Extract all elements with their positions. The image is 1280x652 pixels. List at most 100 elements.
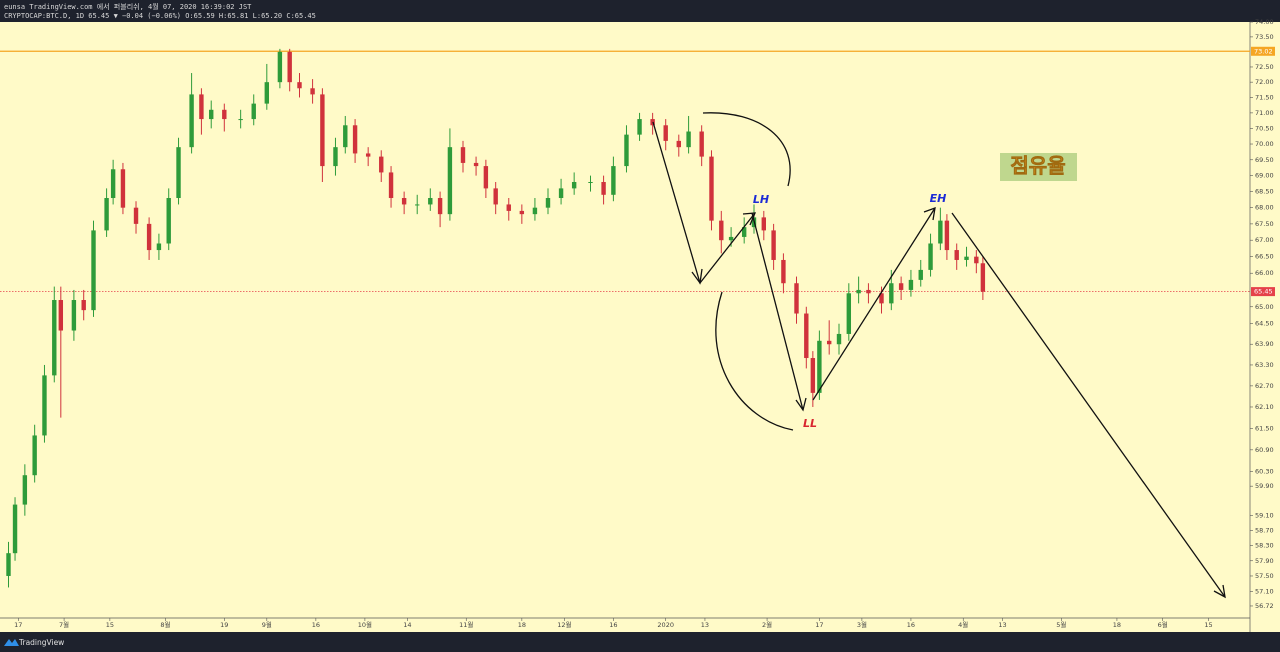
candle-body [761,217,766,231]
trend-arrow [951,212,1226,598]
candle-body [637,119,642,135]
x-tick-label: 19 [220,621,228,629]
candle-body [506,204,511,211]
y-tick-label: 63.90 [1255,340,1274,348]
x-tick-label: 5월 [1056,620,1066,629]
y-tick-label: 70.50 [1255,124,1274,132]
candle-body [624,134,629,167]
candle-body [676,140,681,148]
x-tick-label: 18 [1113,621,1121,629]
arrow-head [1213,584,1226,599]
x-tick-label: 13 [998,621,1006,629]
x-tick-label: 12월 [557,620,571,629]
y-tick-label: 60.90 [1255,446,1274,454]
candle-body [199,94,204,120]
series-layer [0,48,1250,588]
x-tick-label: 10월 [358,620,372,629]
hline-label: 73.02 [1254,47,1273,55]
time-axis [0,618,1250,632]
x-tick-label: 13 [701,621,709,629]
candle-body [104,198,109,231]
candle-body [879,293,884,304]
candle-body [156,243,162,251]
x-tick-label: 16 [609,621,617,629]
candle-body [81,300,86,311]
candle-body [343,125,348,148]
annotation-lh: LH [753,193,769,206]
candle-body [146,223,152,251]
trend-arrow [812,207,936,401]
brand: TradingView [18,638,64,647]
candle-body [558,188,564,199]
candle-body [166,198,171,244]
candle-body [71,300,77,331]
candle-body [588,181,593,183]
y-tick-label: 60.30 [1255,468,1274,476]
annotation-ll: LL [803,417,817,430]
candle-body [771,230,776,260]
candle-body [287,51,292,83]
candle-body [120,169,126,208]
candle-body [333,147,338,167]
candle-body [6,553,11,576]
x-tick-label: 15 [106,621,114,629]
y-tick-label: 72.50 [1255,63,1274,71]
y-tick-label: 70.00 [1255,140,1274,148]
candle-body [251,103,256,120]
x-tick-label: 2월 [762,620,772,629]
candle-body [964,256,969,260]
candle-body [545,198,551,208]
y-tick-label: 57.50 [1255,572,1274,580]
candle-body [686,131,691,148]
y-tick-label: 71.50 [1255,93,1274,101]
x-tick-label: 4월 [958,620,968,629]
last_price-label-bg [1251,287,1275,297]
candle-body [297,82,302,89]
candle-body [601,181,606,195]
y-tick-label: 62.70 [1255,382,1274,390]
y-tick-label: 59.10 [1255,512,1274,520]
header-bar [0,0,1280,22]
arrow-head [742,212,757,226]
candle-body [42,375,47,436]
y-tick-label: 59.90 [1255,482,1274,490]
x-tick-label: 16 [907,621,915,629]
candle-body [974,256,979,264]
x-tick-label: 3월 [857,620,867,629]
y-tick-label: 57.90 [1255,557,1274,565]
x-tick-label: 6월 [1158,620,1168,629]
annotation-box-text: 점유율 [1010,154,1065,178]
candle-body [447,147,453,215]
brand-logo [4,639,19,646]
candle-body [209,109,214,120]
hline-label-bg [1251,46,1275,56]
candle-body [222,109,227,120]
y-tick-label: 74.00 [1255,18,1274,26]
x-tick-label: 11월 [459,620,473,629]
y-tick-label: 63.30 [1255,361,1274,369]
arc [715,291,794,431]
candle-body [980,263,986,292]
candle-body [415,204,420,206]
candle-body [856,289,861,294]
candle-body [826,340,832,345]
candle-body [944,220,950,251]
y-tick-label: 58.70 [1255,527,1274,535]
candle-body [12,504,18,554]
y-tick-label: 67.50 [1255,220,1274,228]
y-tick-label: 67.00 [1255,236,1274,244]
last_price-label: 65.45 [1254,288,1273,296]
candle-body [846,293,852,334]
candle-body [898,283,904,290]
candle-body [954,250,959,260]
y-tick-label: 65.00 [1255,303,1274,311]
candle-body [741,227,747,237]
candle-body [908,279,914,290]
candle-body [91,230,96,311]
x-tick-label: 16 [312,621,320,629]
candle-body [519,210,525,215]
candle-body [728,236,734,241]
x-tick-label: 14 [403,621,411,629]
annotation-eh: EH [930,192,947,205]
arrow-head [691,268,703,285]
